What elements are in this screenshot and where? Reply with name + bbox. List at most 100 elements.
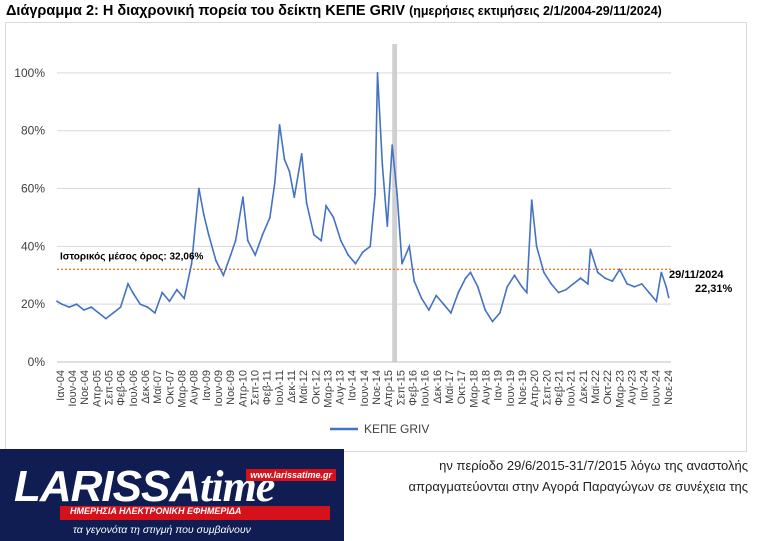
series-point (457, 291, 460, 294)
series-line-kepe-griv (56, 72, 670, 323)
x-tick-label: Νοε-19 (517, 370, 529, 405)
x-tick-label: Αυγ-13 (335, 370, 347, 405)
series-point (131, 291, 134, 294)
series-point (618, 268, 621, 271)
x-tick-label: Μαϊ-07 (152, 370, 164, 404)
logo-slogan: τα γεγονότα τη στιγμή που συμβαίνουν (73, 524, 251, 536)
series-point (56, 300, 58, 303)
x-tick-label: Νοε-24 (663, 370, 675, 405)
series-point (313, 233, 315, 236)
larissatime-logo-banner[interactable]: LARISSAtime www.larissatime.gr ΗΜΕΡΗΣΙΑ … (0, 449, 344, 541)
chart-frame (5, 22, 747, 452)
logo-tagline: ΗΜΕΡΗΣΙΑ ΗΛΕΚΤΡΟΝΙΚΗ ΕΦΗΜΕΡΙΔΑ (70, 506, 242, 516)
series-point (499, 312, 501, 314)
series-point (202, 213, 205, 216)
series-points (56, 72, 670, 323)
series-point (119, 306, 122, 308)
x-tick-label: Ιουν-09 (213, 370, 225, 407)
x-tick-label: Αυγ-08 (189, 370, 201, 405)
logo-red-bar (60, 506, 330, 520)
x-tick-label: Σεπ-05 (104, 370, 116, 405)
series-point (190, 262, 193, 265)
x-tick-label: Ιουλ-21 (566, 370, 578, 407)
series-point (626, 283, 628, 285)
series-point (450, 312, 452, 314)
series-point (374, 193, 376, 196)
x-tick-label: Σεπ-20 (541, 370, 553, 405)
x-tick-label: Απρ-20 (529, 370, 541, 407)
series-point (521, 285, 523, 288)
x-tick-label: Ιαν-24 (639, 370, 651, 401)
gridlines (57, 72, 671, 363)
series-point (543, 271, 545, 274)
x-tick-label: Ιουλ-16 (420, 370, 432, 407)
y-tick-label: 40% (21, 239, 45, 253)
x-tick-label: Δεκ-11 (286, 370, 298, 403)
x-axis-ticks: Ιαν-04 Ιουν-04 Νοε-04 Απρ-05 Σεπ-05 Φεβ-06 Ιου… (55, 370, 675, 408)
x-tick-label: Φεβ-11 (262, 370, 274, 405)
series-point (413, 280, 416, 282)
x-tick-label: Δεκ-21 (578, 370, 590, 404)
series-point (161, 291, 164, 294)
x-tick-label: Φεβ-06 (116, 370, 128, 406)
series-point (469, 271, 472, 274)
series-point (83, 309, 85, 311)
series-point (234, 239, 237, 242)
series-point (386, 225, 389, 228)
legend: ΚΕΠΕ GRIV (330, 422, 429, 436)
series-point (435, 294, 438, 297)
series-point (428, 309, 430, 311)
series-point (254, 254, 257, 256)
series-point (97, 312, 100, 314)
series-point (215, 259, 217, 262)
series-point (305, 202, 308, 204)
series-point (332, 216, 335, 219)
series-point (442, 303, 445, 306)
x-tick-label: Φεβ-16 (408, 370, 420, 406)
series-point (112, 312, 115, 314)
series-point (587, 283, 589, 285)
x-tick-label: Ιουλ-06 (128, 370, 140, 407)
series-point (596, 271, 599, 274)
x-tick-label: Απρ-10 (237, 370, 249, 407)
series-point (391, 144, 394, 147)
series-point (579, 277, 582, 280)
x-tick-label: Ιαν-14 (347, 370, 359, 401)
x-tick-label: Ιουλ-11 (274, 370, 286, 406)
series-point (75, 303, 78, 306)
series-point (61, 303, 63, 306)
x-tick-label: Οκτ-12 (310, 370, 322, 404)
series-point (513, 274, 516, 277)
series-point (381, 164, 384, 167)
series-point (168, 300, 171, 303)
chart-title-sub: (ημερήσιες εκτιμήσεις 2/1/2004-29/11/202… (409, 4, 662, 18)
x-tick-label: Ιουν-14 (359, 370, 371, 407)
series-point (242, 196, 244, 199)
series-point (665, 285, 668, 288)
series-point (288, 170, 291, 173)
series-point (572, 283, 575, 285)
end-value-annotation: 22,31% (695, 283, 733, 295)
series-point (273, 181, 276, 184)
x-tick-label: Μαϊ-17 (444, 370, 456, 404)
series-point (550, 283, 553, 285)
chart-title-main: Διάγραμμα 2: Η διαχρονική πορεία του δεί… (6, 3, 406, 19)
series-point (396, 193, 398, 196)
series-point (611, 280, 614, 282)
x-tick-label: Ιαν-09 (201, 370, 213, 401)
body-text-line-1: ην περίοδο 29/6/2015-31/7/2015 λόγω της … (439, 458, 748, 473)
x-tick-label: Οκτ-17 (456, 370, 468, 404)
series-point (105, 317, 107, 320)
series-point (535, 245, 538, 248)
logo-brand-left: LARISSA (14, 462, 201, 511)
series-point (667, 296, 670, 299)
legend-label: ΚΕΠΕ GRIV (364, 422, 429, 436)
series-point (491, 320, 494, 323)
series-point (565, 288, 567, 291)
series-point (525, 291, 528, 294)
x-tick-label: Μαϊ-22 (590, 370, 602, 404)
x-tick-label: Σεπ-15 (395, 370, 407, 405)
body-text-line-2: απραγματεύονται στην Αγορά Παραγώγων σε … (408, 479, 748, 494)
series-point (246, 239, 249, 242)
